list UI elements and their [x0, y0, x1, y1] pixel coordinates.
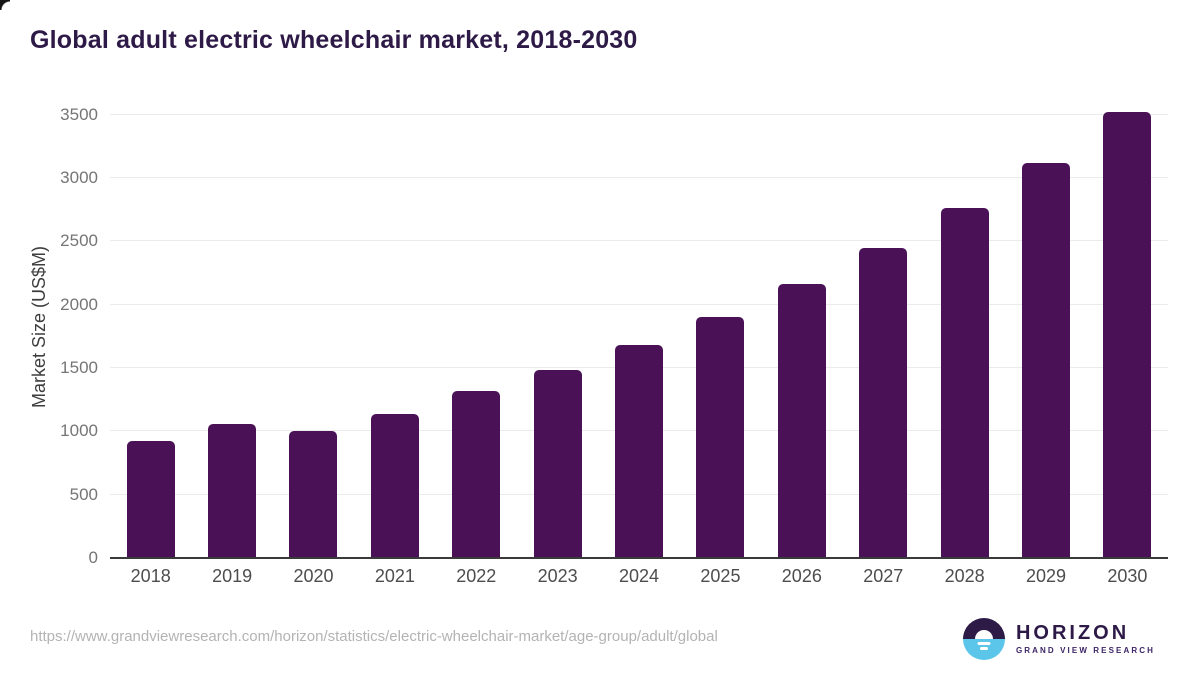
y-tick-label: 3000 — [60, 167, 98, 187]
bar-2020[interactable] — [289, 431, 338, 558]
chart-title: Global adult electric wheelchair market,… — [30, 26, 638, 54]
x-tick-label-2029: 2029 — [1025, 566, 1067, 586]
y-tick-label: 3500 — [60, 104, 98, 124]
y-tick-label: 1000 — [60, 421, 98, 441]
x-tick-label-2024: 2024 — [619, 566, 660, 586]
bar-slot — [436, 96, 517, 558]
x-tick-label-2022: 2022 — [456, 566, 497, 586]
x-tick-label-2025: 2025 — [700, 566, 741, 586]
y-tick-label: 1500 — [60, 357, 98, 377]
bar-2023[interactable] — [533, 370, 582, 558]
gridline — [110, 303, 1168, 305]
bar-slot — [354, 96, 435, 558]
bar-series — [110, 96, 1168, 558]
bar-slot — [517, 96, 598, 558]
horizon-logo-icon — [962, 618, 1005, 660]
bar-2027[interactable] — [859, 247, 908, 558]
gridline — [110, 113, 1168, 115]
bar-slot — [110, 96, 191, 558]
logo-name: HORIZON — [1015, 622, 1130, 644]
y-tick-label: 0 — [88, 548, 98, 567]
sun-reflection-line — [979, 647, 988, 650]
bar-2026[interactable] — [777, 284, 826, 558]
x-axis-tick-labels: 2018 2019 2020 2021 2022 2023 2024 2025 2026 2027… — [110, 566, 1168, 587]
x-tick-label-2028: 2028 — [944, 566, 985, 586]
bar-2029[interactable] — [1021, 162, 1070, 558]
bar-slot — [761, 96, 842, 558]
x-tick-label-2023: 2023 — [537, 566, 578, 586]
x-axis-line — [110, 557, 1168, 559]
bar-2030[interactable] — [1103, 111, 1152, 558]
y-tick-label: 2000 — [60, 294, 98, 314]
bar-2021[interactable] — [370, 413, 419, 558]
bar-slot — [843, 96, 924, 558]
screenshot-corner-artifact — [0, 0, 10, 10]
bar-2024[interactable] — [615, 345, 664, 558]
bar-slot — [680, 96, 761, 558]
x-tick-label-2020: 2020 — [293, 566, 334, 586]
x-tick-label-2030: 2030 — [1107, 566, 1148, 586]
gridline — [110, 240, 1168, 242]
bar-slot — [191, 96, 272, 558]
logo-subtitle: GRAND VIEW RESEARCH — [1015, 646, 1155, 655]
x-tick-label-2027: 2027 — [863, 566, 904, 586]
bar-2022[interactable] — [452, 390, 501, 558]
sun-reflection-line — [977, 642, 991, 645]
bar-2019[interactable] — [208, 423, 257, 558]
y-axis-title-text: Market Size (US$M) — [28, 245, 49, 409]
y-tick-label: 500 — [69, 484, 98, 504]
bar-2025[interactable] — [696, 317, 745, 558]
logo-text: HORIZON GRAND VIEW RESEARCH — [1016, 623, 1155, 655]
y-tick-label: 2500 — [60, 231, 98, 251]
bar-slot — [1005, 96, 1086, 558]
x-tick-label-2021: 2021 — [374, 566, 415, 586]
bar-slot — [273, 96, 354, 558]
bar-slot — [1087, 96, 1168, 558]
plot-area: 0 500 1000 1500 2000 2500 3000 3500 — [60, 96, 1168, 567]
horizon-logo: HORIZON GRAND VIEW RESEARCH — [962, 618, 1155, 660]
bar-slot — [924, 96, 1005, 558]
x-tick-label-2026: 2026 — [781, 566, 822, 586]
gridline — [110, 176, 1168, 178]
sun-icon — [974, 630, 993, 639]
x-tick-label-2019: 2019 — [212, 566, 253, 586]
bar-2018[interactable] — [126, 441, 175, 558]
source-url: https://www.grandviewresearch.com/horizo… — [30, 628, 718, 645]
x-tick-label-2018: 2018 — [130, 566, 171, 586]
bar-2028[interactable] — [940, 208, 989, 558]
bar-slot — [598, 96, 679, 558]
